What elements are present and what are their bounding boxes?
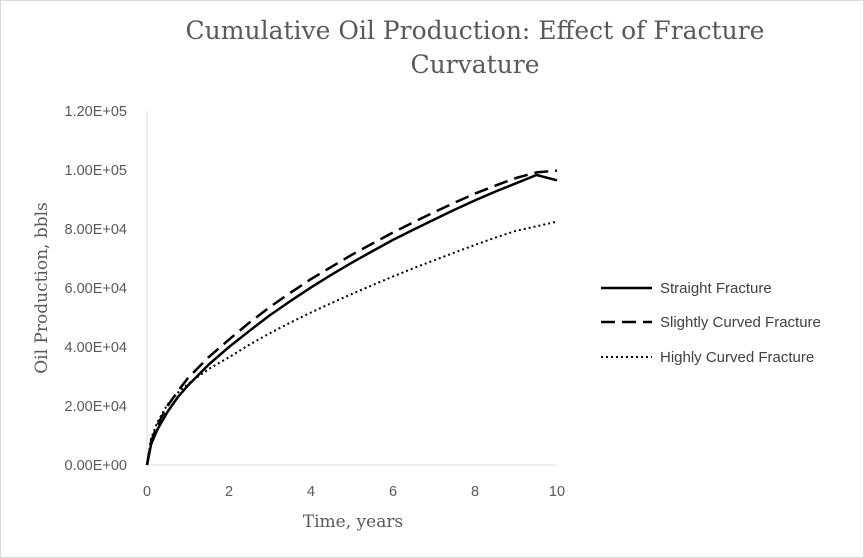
x-tick-label: 0 [143,484,151,500]
y-tick-label: 4.00E+04 [65,340,128,356]
legend: Straight Fracture Slightly Curved Fractur… [601,280,821,366]
x-tick-label: 10 [549,484,565,500]
series-line-1 [145,173,558,466]
x-tick-label: 8 [471,484,479,500]
x-tick-label: 4 [307,484,315,500]
series-line-3 [146,220,558,466]
y-tick-label: 2.00E+04 [65,399,128,415]
x-tick-label: 6 [389,484,397,500]
y-tick-label: 8.00E+04 [65,222,128,238]
legend-label-1: Straight Fracture [660,280,772,297]
legend-label-2: Slightly Curved Fracture [660,314,821,331]
y-axis-tick-labels: 0.00E+00 2.00E+04 4.00E+04 6.00E+04 8.00E+04… [65,104,128,474]
x-axis-title: Time, years [303,512,403,532]
legend-label-3: Highly Curved Fracture [660,349,814,366]
chart-title-line-1: Cumulative Oil Production: Effect of Fra… [186,16,765,45]
y-axis-title: Oil Production, bbls [32,202,52,374]
y-tick-label: 1.20E+05 [65,104,128,120]
series-line-2 [145,169,558,466]
chart-title-line-2: Curvature [410,50,539,79]
series-group [145,169,558,466]
x-tick-label: 2 [225,484,233,500]
y-tick-label: 1.00E+05 [65,163,128,179]
y-tick-label: 6.00E+04 [65,281,128,297]
x-axis-tick-labels: 0 2 4 6 8 10 [143,484,565,500]
y-tick-label: 0.00E+00 [65,458,128,474]
